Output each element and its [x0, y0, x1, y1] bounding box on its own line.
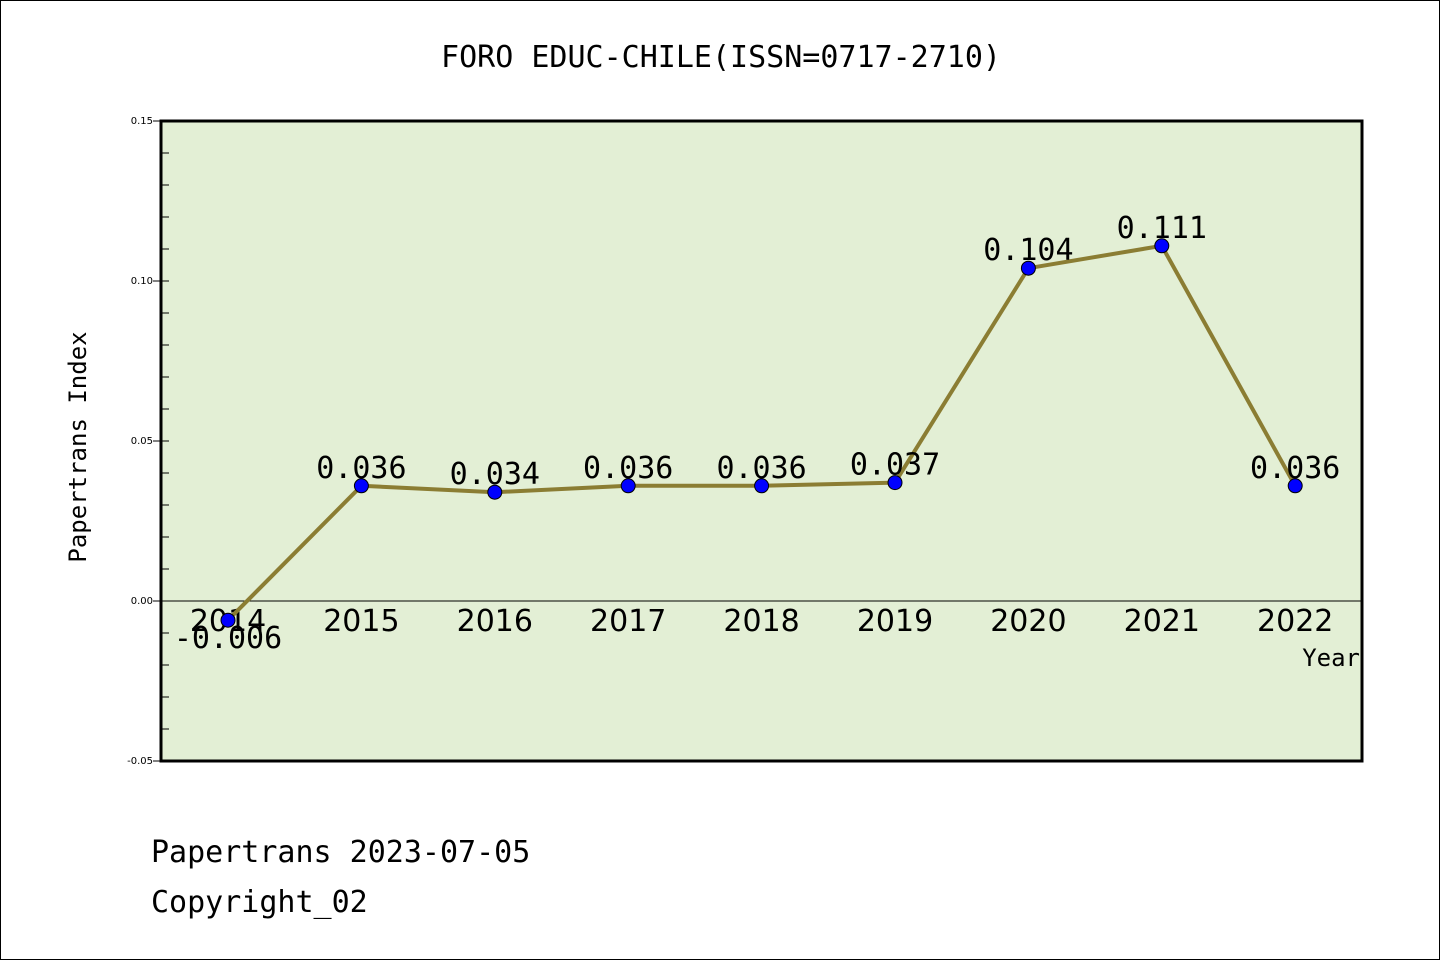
data-point: [353, 478, 369, 494]
data-point: [754, 478, 770, 494]
plot-area: -0.050.000.050.100.152014201520162017201…: [127, 116, 1364, 767]
x-tick-label: 2015: [323, 604, 399, 639]
y-tick-label: 0.05: [131, 436, 153, 447]
y-axis-label: Papertrans Index: [64, 331, 92, 562]
y-tick-label: 0.00: [131, 596, 153, 607]
x-tick-label: 2018: [723, 604, 799, 639]
data-label: 0.036: [1250, 451, 1340, 486]
data-label: 0.037: [850, 448, 940, 483]
data-point: [1287, 478, 1303, 494]
data-label: -0.006: [174, 621, 282, 656]
x-tick-label: 2020: [990, 604, 1066, 639]
x-tick-label: 2016: [457, 604, 533, 639]
data-label: 0.111: [1117, 211, 1207, 246]
data-point: [1154, 238, 1170, 254]
data-label: 0.036: [316, 451, 406, 486]
plot-background: [161, 121, 1362, 761]
y-tick-label: 0.15: [131, 116, 153, 127]
x-axis-label: Year: [1302, 644, 1360, 672]
x-tick-label: 2021: [1124, 604, 1200, 639]
x-tick-label: 2019: [857, 604, 933, 639]
data-point: [887, 475, 903, 491]
x-tick-label: 2017: [590, 604, 666, 639]
data-point: [487, 484, 503, 500]
data-point: [620, 478, 636, 494]
chart-title: FORO EDUC-CHILE(ISSN=0717-2710): [441, 40, 1001, 75]
y-tick-label: -0.05: [127, 756, 153, 767]
data-label: 0.036: [716, 451, 806, 486]
x-tick-label: 2022: [1257, 604, 1333, 639]
footer-date: Papertrans 2023-07-05: [151, 835, 531, 870]
data-point: [1020, 260, 1036, 276]
data-label: 0.104: [983, 233, 1073, 268]
data-label: 0.036: [583, 451, 673, 486]
plot-frame: [159, 119, 1364, 763]
data-point: [220, 612, 236, 628]
y-tick-label: 0.10: [131, 276, 153, 287]
footer-copyright: Copyright_02: [151, 885, 368, 920]
data-label: 0.034: [450, 457, 540, 492]
